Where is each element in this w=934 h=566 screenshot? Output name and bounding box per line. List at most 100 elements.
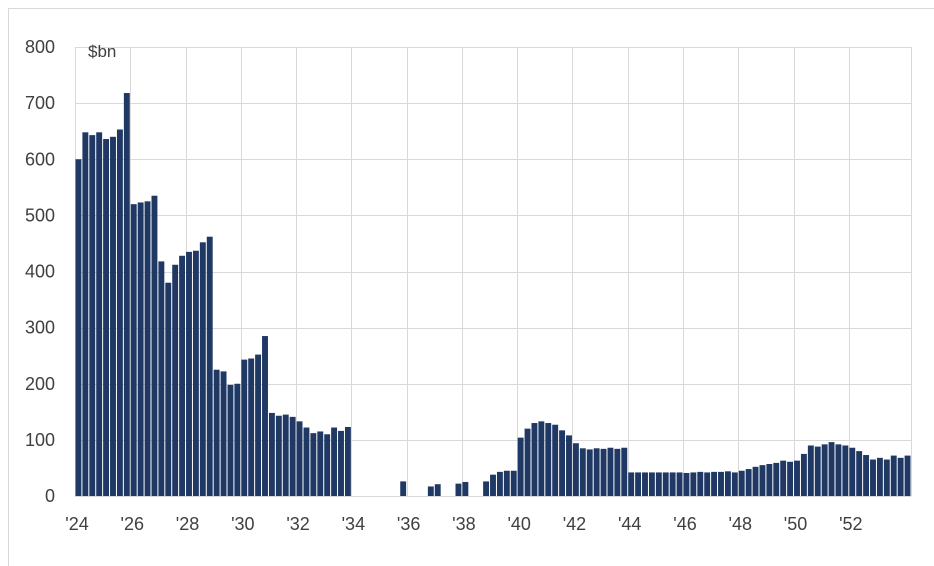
x-tick-label: '30 xyxy=(231,514,254,534)
x-tick-label: '38 xyxy=(452,514,475,534)
bar xyxy=(800,453,807,496)
bar xyxy=(759,465,766,496)
bar xyxy=(103,139,110,497)
bar xyxy=(579,448,586,496)
bar xyxy=(586,449,593,496)
bar xyxy=(317,431,324,496)
bar xyxy=(248,358,255,496)
bar xyxy=(856,451,863,496)
bar xyxy=(455,483,462,496)
bar xyxy=(234,383,241,496)
bar xyxy=(89,135,96,496)
bar xyxy=(870,459,876,496)
bar xyxy=(863,455,870,496)
bar xyxy=(268,412,275,496)
bar xyxy=(648,472,655,496)
bar xyxy=(821,444,828,496)
bar xyxy=(434,484,441,496)
y-tick-label: 700 xyxy=(25,93,55,113)
x-tick-label: '40 xyxy=(507,514,530,534)
bar xyxy=(766,464,773,496)
chart-frame xyxy=(8,8,934,566)
bar xyxy=(503,470,510,496)
bar xyxy=(635,472,642,496)
bar xyxy=(255,354,262,496)
bar xyxy=(752,466,759,496)
bar xyxy=(213,369,220,496)
bar xyxy=(75,159,82,496)
bar xyxy=(904,455,911,496)
bar xyxy=(462,481,469,496)
bar xyxy=(794,460,800,496)
bar xyxy=(172,264,179,496)
bar xyxy=(572,443,579,496)
bar xyxy=(282,414,289,496)
y-tick-label: 100 xyxy=(25,430,55,450)
bar xyxy=(137,202,144,496)
bar xyxy=(192,250,199,496)
x-tick-label: '28 xyxy=(176,514,199,534)
bar xyxy=(524,428,531,496)
bar xyxy=(110,136,116,497)
bar xyxy=(96,132,103,496)
bar xyxy=(165,282,172,496)
unit-label: $bn xyxy=(88,42,116,61)
bar xyxy=(82,132,89,496)
bar xyxy=(676,472,683,496)
bar xyxy=(876,457,883,496)
y-tick-label: 600 xyxy=(25,149,55,169)
bar xyxy=(731,472,738,496)
x-tick-label: '26 xyxy=(121,514,144,534)
bar xyxy=(510,470,517,496)
bar xyxy=(324,434,331,496)
bar xyxy=(697,471,704,496)
bar xyxy=(289,416,296,496)
bar xyxy=(745,469,752,496)
bar xyxy=(400,481,407,496)
bar xyxy=(199,242,206,496)
bar xyxy=(517,437,524,496)
bar xyxy=(552,424,559,496)
bar xyxy=(483,481,490,496)
bar xyxy=(704,472,711,496)
bar xyxy=(227,384,234,496)
bar xyxy=(220,371,227,496)
bars xyxy=(75,93,911,497)
bar xyxy=(206,236,213,496)
bar xyxy=(275,415,282,496)
bar xyxy=(642,472,648,496)
bar xyxy=(738,470,745,496)
x-tick-label: '32 xyxy=(286,514,309,534)
bar xyxy=(683,472,690,496)
bar xyxy=(773,462,780,496)
bar xyxy=(718,471,724,496)
x-tick-label: '50 xyxy=(784,514,807,534)
x-tick-label: '44 xyxy=(618,514,641,534)
x-tick-label: '52 xyxy=(839,514,862,534)
x-tick-label: '48 xyxy=(729,514,752,534)
bar xyxy=(490,474,496,496)
bar xyxy=(310,433,317,496)
bar xyxy=(828,442,835,496)
y-tick-label: 400 xyxy=(25,262,55,282)
bar xyxy=(566,435,572,496)
bar xyxy=(427,486,434,496)
bar xyxy=(186,251,192,496)
y-tick-label: 300 xyxy=(25,318,55,338)
bar xyxy=(711,471,718,496)
bar xyxy=(531,423,538,496)
bar xyxy=(559,430,566,496)
bar xyxy=(662,472,669,496)
bar xyxy=(600,448,607,496)
bar xyxy=(331,427,338,496)
bar xyxy=(835,444,842,496)
bar xyxy=(814,446,821,496)
y-axis-tick-labels: 0 100 200 300 400 500 600 700 800 xyxy=(25,37,55,506)
bar xyxy=(787,461,794,496)
x-tick-label: '42 xyxy=(563,514,586,534)
bar xyxy=(158,261,165,496)
bar xyxy=(344,426,351,496)
bar xyxy=(614,448,621,496)
bar xyxy=(144,201,151,496)
bar xyxy=(593,448,600,496)
